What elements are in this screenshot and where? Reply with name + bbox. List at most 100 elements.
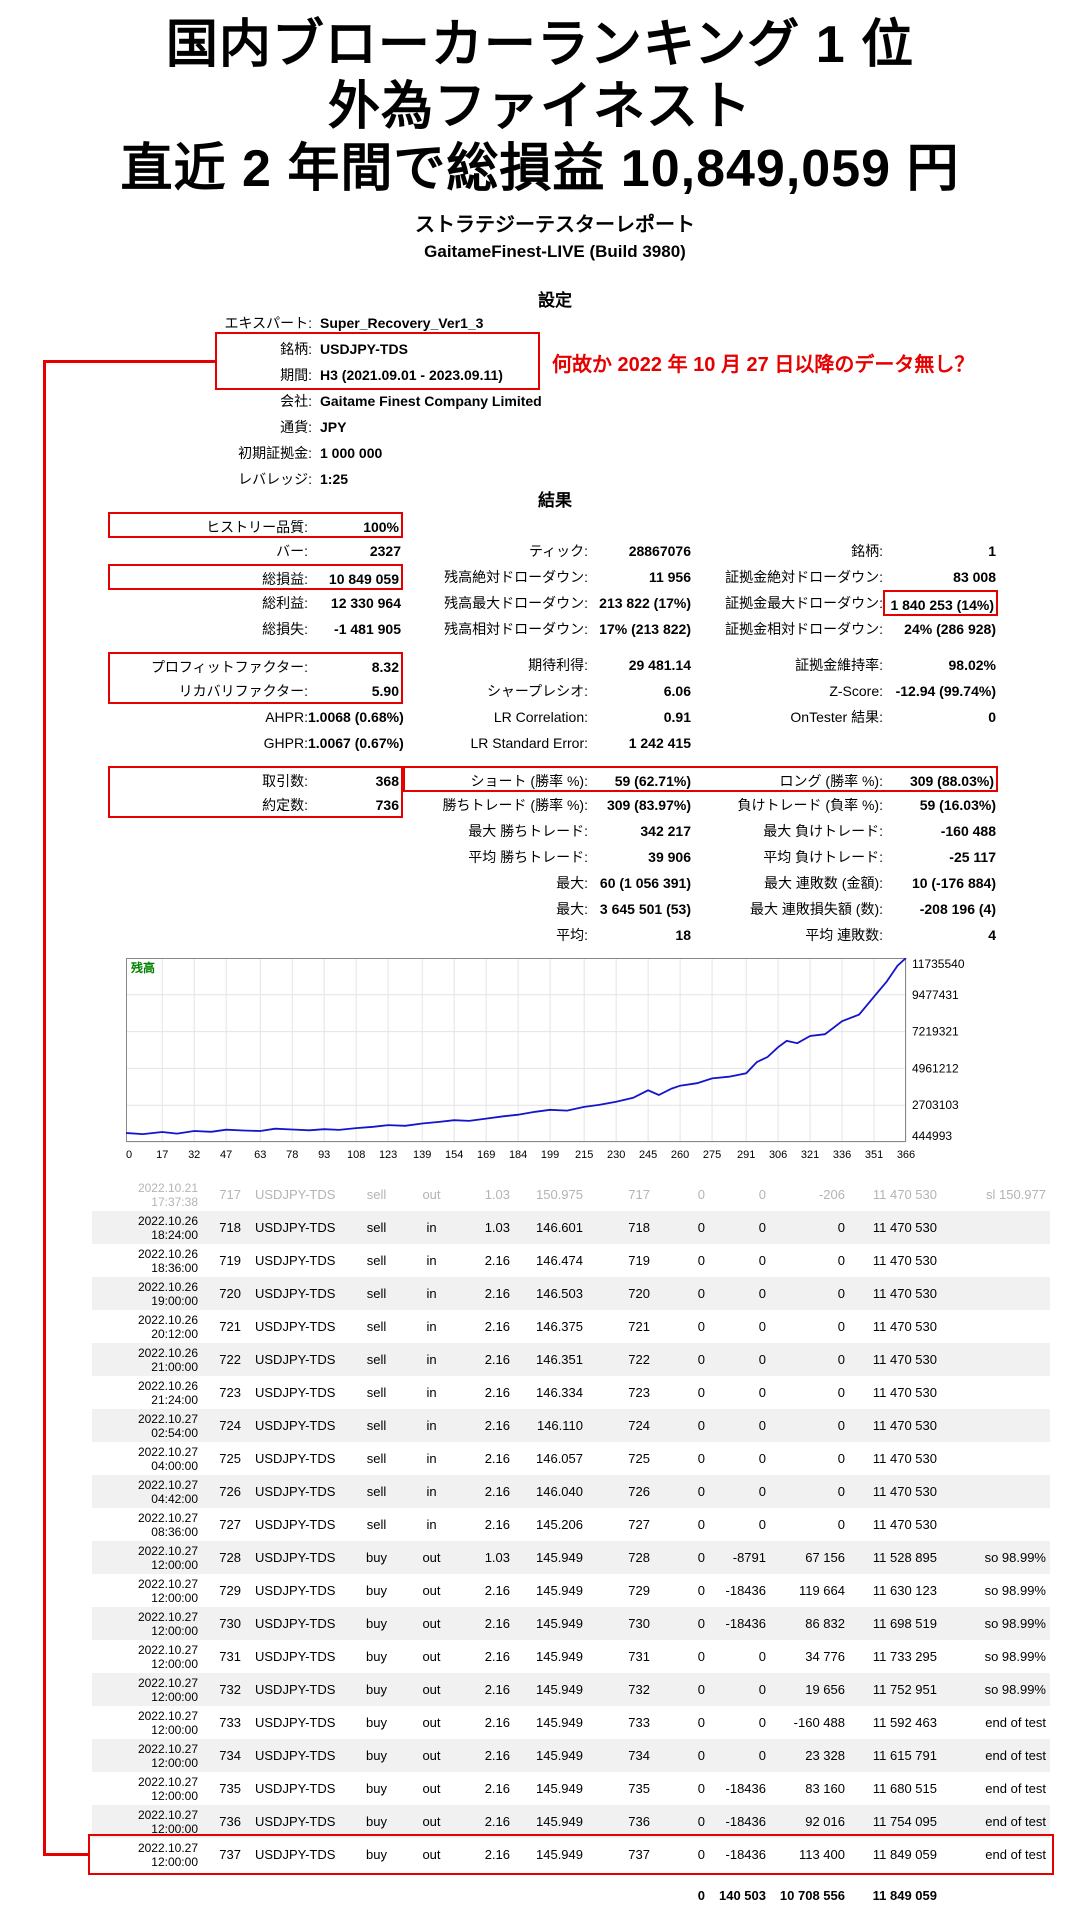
results-row: GHPR: 1.0067 (0.67%) LR Standard Error: 1 2…	[108, 730, 1008, 756]
table-row: 2022.10.27 12:00:00 736 USDJPY-TDS buy out 2.1…	[92, 1805, 1050, 1838]
trade-balance: 11 733 295	[872, 1649, 937, 1664]
trade-swap: 0	[758, 1187, 766, 1202]
trade-balance: 11 680 515	[872, 1781, 937, 1796]
trade-commission: 0	[697, 1352, 705, 1367]
trade-direction: in	[426, 1220, 437, 1235]
result-value: 736	[308, 792, 403, 818]
chart-x-tick-label: 351	[865, 1149, 883, 1161]
results-row: 最大: 3 645 501 (53) 最大 連敗損失額 (数): -208 196 (…	[108, 896, 1008, 922]
trade-profit: 0	[837, 1385, 845, 1400]
trade-type: buy	[366, 1781, 387, 1796]
result-label: バー:	[276, 543, 308, 559]
trade-commission: 0	[697, 1814, 705, 1829]
chart-x-tick-label: 215	[575, 1149, 593, 1161]
trade-datetime: 2022.10.27 12:00:00	[92, 1709, 202, 1737]
result-value: -160 488	[940, 823, 996, 839]
result-value: 100%	[308, 512, 403, 538]
trade-number: 721	[219, 1319, 241, 1334]
results-row: 平均 勝ちトレード: 39 906 平均 負けトレード: -25 117	[108, 844, 1008, 870]
trade-symbol: USDJPY-TDS	[255, 1682, 336, 1697]
trade-number: 735	[219, 1781, 241, 1796]
table-row: 2022.10.27 02:54:00 724 USDJPY-TDS sell in 2.1…	[92, 1409, 1050, 1442]
result-label: 勝ちトレード (勝率 %):	[442, 797, 588, 813]
trade-order: 729	[628, 1583, 650, 1598]
balance-curve	[125, 957, 907, 1136]
setting-value: USDJPY-TDS	[320, 341, 408, 357]
trade-order: 727	[628, 1517, 650, 1532]
trade-date: 2022.10.27	[137, 1774, 198, 1789]
trade-commission: 0	[697, 1682, 705, 1697]
chart-x-tick-label: 260	[671, 1149, 689, 1161]
trade-profit: 34 776	[805, 1649, 845, 1664]
trade-order: 730	[628, 1616, 650, 1631]
trade-datetime: 2022.10.26 19:00:00	[92, 1280, 202, 1308]
table-row: 2022.10.26 21:00:00 722 USDJPY-TDS sell in 2.1…	[92, 1343, 1050, 1376]
result-value: 1 242 415	[628, 735, 691, 751]
trade-date: 2022.10.27	[137, 1642, 198, 1657]
result-label: 負けトレード (負率 %):	[737, 797, 883, 813]
trade-type: buy	[366, 1649, 387, 1664]
totals-profit: 10 708 556	[779, 1888, 845, 1903]
chart-x-tick-label: 139	[413, 1149, 431, 1161]
result-value: 0	[988, 709, 996, 725]
trade-order: 722	[628, 1352, 650, 1367]
trade-date: 2022.10.26	[137, 1246, 198, 1261]
trade-volume: 2.16	[484, 1616, 510, 1631]
trade-price: 145.949	[536, 1847, 583, 1862]
totals-comment-spacer	[941, 1885, 1050, 1907]
result-label: プロフィットファクター:	[108, 652, 308, 678]
table-row: 2022.10.27 12:00:00 728 USDJPY-TDS buy out 1.0…	[92, 1541, 1050, 1574]
trade-date: 2022.10.27	[137, 1675, 198, 1690]
table-row: 2022.10.27 12:00:00 732 USDJPY-TDS buy out 2.1…	[92, 1673, 1050, 1706]
result-value: 8.32	[308, 652, 403, 678]
trade-type: sell	[366, 1451, 387, 1466]
chart-x-tick-label: 199	[541, 1149, 559, 1161]
result-label: リカバリファクター:	[108, 678, 308, 704]
trade-time: 12:00:00	[151, 1755, 198, 1770]
trade-balance: 11 470 530	[872, 1352, 937, 1367]
trade-volume: 2.16	[484, 1484, 510, 1499]
result-label: AHPR:	[265, 709, 308, 725]
result-value: -1 481 905	[334, 621, 401, 637]
chart-x-tick-label: 245	[639, 1149, 657, 1161]
trade-order: 736	[628, 1814, 650, 1829]
trade-datetime: 2022.10.27 12:00:00	[92, 1676, 202, 1704]
trade-swap: 0	[758, 1319, 766, 1334]
trade-volume: 1.03	[484, 1187, 510, 1202]
trade-time: 20:12:00	[151, 1326, 198, 1341]
annotation-note: 何故か 2022 年 10 月 27 日以降のデータ無し？	[552, 354, 975, 376]
trade-swap: 0	[758, 1220, 766, 1235]
trade-symbol: USDJPY-TDS	[255, 1781, 336, 1796]
results-heading: 結果	[538, 491, 572, 510]
trade-price: 145.949	[536, 1616, 583, 1631]
trade-number: 724	[219, 1418, 241, 1433]
trade-time: 04:00:00	[151, 1458, 198, 1473]
trade-direction: out	[422, 1748, 441, 1763]
chart-x-tick-label: 63	[254, 1149, 266, 1161]
trade-symbol: USDJPY-TDS	[255, 1550, 336, 1565]
chart-x-tick-label: 291	[737, 1149, 755, 1161]
trade-type: sell	[366, 1319, 387, 1334]
result-value: 1	[988, 543, 996, 559]
settings-heading: 設定	[538, 291, 572, 310]
trade-balance: 11 698 519	[872, 1616, 937, 1631]
result-label: 平均 連敗数:	[805, 927, 883, 943]
trade-profit: -206	[818, 1187, 845, 1202]
trade-profit: 86 832	[805, 1616, 845, 1631]
trade-price: 145.949	[536, 1748, 583, 1763]
result-value	[588, 512, 693, 538]
hero-title: 国内ブローカーランキング 1 位 外為ファイネスト 直近 2 年間で総損益 10…	[0, 14, 1080, 200]
trade-number: 729	[219, 1583, 241, 1598]
trade-date: 2022.10.21	[137, 1180, 198, 1195]
result-value: -12.94 (99.74%)	[895, 683, 996, 699]
result-label: OnTester 結果:	[790, 709, 883, 725]
trade-commission: 0	[697, 1550, 705, 1565]
trade-balance: 11 592 463	[872, 1715, 937, 1730]
table-row: 2022.10.27 12:00:00 733 USDJPY-TDS buy out 2.1…	[92, 1706, 1050, 1739]
trade-date: 2022.10.27	[137, 1510, 198, 1525]
trade-direction: out	[422, 1814, 441, 1829]
trade-volume: 2.16	[484, 1385, 510, 1400]
trade-order: 734	[628, 1748, 650, 1763]
trade-datetime: 2022.10.27 12:00:00	[92, 1808, 202, 1836]
trade-direction: out	[422, 1715, 441, 1730]
